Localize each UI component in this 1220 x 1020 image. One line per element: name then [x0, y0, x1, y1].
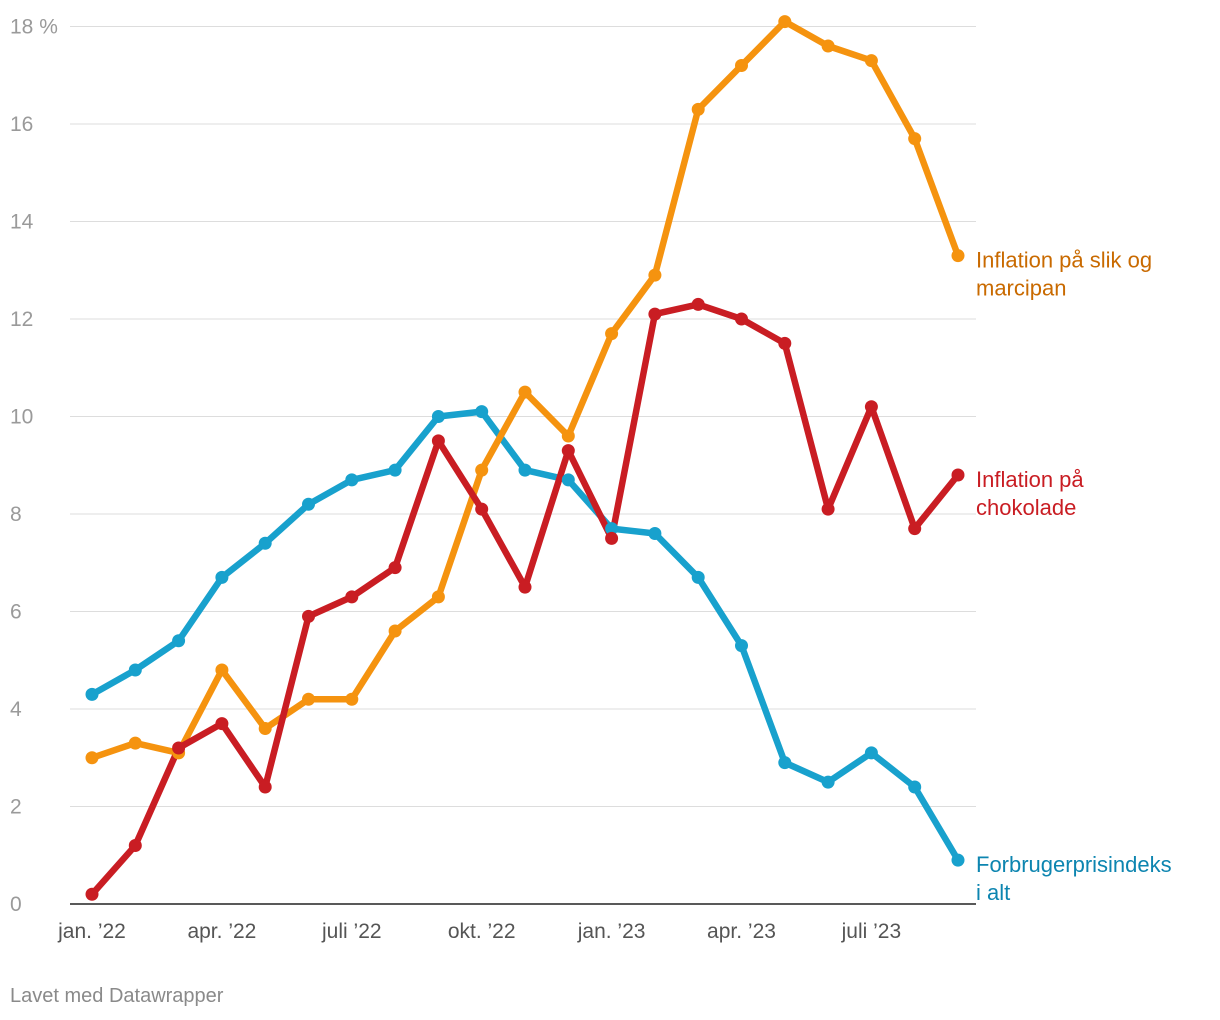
data-point — [431, 410, 445, 423]
series-points — [85, 15, 965, 901]
data-point — [302, 609, 315, 623]
data-point — [85, 887, 99, 901]
data-point — [475, 502, 489, 516]
x-tick-label: juli ’22 — [321, 920, 382, 943]
y-tick-label: 8 — [10, 503, 22, 526]
data-point — [778, 336, 792, 350]
x-tick-label: jan. ’22 — [57, 920, 126, 943]
data-point — [431, 590, 445, 604]
y-tick-label: 4 — [10, 698, 22, 721]
data-point — [172, 741, 186, 755]
x-tick-label: apr. ’22 — [187, 920, 256, 943]
series-label: chokolade — [976, 495, 1076, 520]
data-point — [605, 531, 619, 545]
data-point — [778, 15, 792, 29]
data-point — [128, 663, 142, 677]
series-label: Inflation på — [976, 467, 1084, 492]
data-point — [951, 249, 965, 263]
y-tick-label: 10 — [10, 406, 33, 429]
gridlines — [70, 26, 976, 905]
data-point — [648, 268, 662, 282]
data-point — [345, 590, 359, 604]
x-tick-label: jan. ’23 — [577, 920, 646, 943]
data-point — [691, 297, 705, 311]
data-point — [691, 102, 705, 116]
data-point — [128, 736, 142, 750]
data-point — [388, 624, 402, 638]
data-point — [215, 570, 229, 584]
x-tick-label: apr. ’23 — [707, 920, 776, 943]
credit-text: Lavet med Datawrapper — [10, 985, 224, 1007]
y-tick-label: 2 — [10, 796, 22, 819]
data-point — [821, 39, 835, 53]
data-point — [735, 312, 748, 326]
data-point — [258, 722, 272, 735]
data-point — [864, 54, 878, 68]
data-point — [388, 463, 402, 477]
series-lines — [88, 18, 962, 898]
data-point — [561, 429, 575, 443]
x-tick-label: okt. ’22 — [448, 920, 516, 943]
data-point — [302, 692, 315, 706]
data-point — [908, 132, 922, 146]
data-point — [821, 502, 835, 516]
data-point — [518, 385, 532, 399]
data-point — [908, 522, 922, 536]
data-point — [864, 746, 878, 760]
data-point — [258, 536, 272, 550]
data-point — [648, 527, 662, 540]
y-tick-label: 14 — [10, 211, 34, 234]
data-point — [388, 561, 402, 575]
data-point — [735, 639, 748, 653]
series-labels: Forbrugerprisindeks i alt Inflation på sli… — [976, 248, 1172, 906]
data-point — [518, 580, 532, 594]
series-label: marcipan — [976, 276, 1066, 301]
series-label: i alt — [976, 880, 1010, 905]
data-point — [778, 756, 792, 770]
data-point — [908, 780, 922, 794]
data-point — [302, 497, 315, 511]
data-point — [605, 327, 619, 341]
data-point — [85, 687, 99, 701]
data-point — [172, 634, 186, 648]
data-point — [951, 853, 965, 867]
data-point — [215, 663, 229, 677]
y-axis-tick-labels: 0 2 4 6 8 10 12 14 16 18 % — [10, 16, 58, 917]
data-point — [128, 839, 142, 852]
data-point — [345, 692, 359, 706]
data-point — [691, 570, 705, 584]
data-point — [821, 775, 835, 789]
data-point — [258, 780, 272, 794]
y-tick-label: 18 % — [10, 16, 58, 39]
data-point — [475, 405, 489, 419]
y-tick-label: 12 — [10, 308, 33, 331]
data-point — [431, 434, 445, 448]
data-point — [951, 468, 965, 482]
data-point — [864, 400, 878, 414]
series-label: Inflation på slik og — [976, 248, 1152, 273]
data-point — [561, 473, 575, 487]
data-point — [735, 59, 748, 72]
series-line — [88, 408, 962, 864]
y-tick-label: 0 — [10, 893, 22, 916]
data-point — [345, 473, 359, 487]
data-point — [648, 307, 662, 321]
x-axis-tick-labels: jan. ’22 apr. ’22 juli ’22 okt. ’22 jan. ’23… — [57, 920, 901, 943]
data-point — [475, 463, 489, 477]
data-point — [561, 444, 575, 458]
data-point — [518, 463, 532, 477]
y-tick-label: 6 — [10, 601, 22, 624]
data-point — [85, 751, 99, 765]
x-tick-label: juli ’23 — [841, 920, 902, 943]
data-point — [605, 522, 619, 536]
series-label: Forbrugerprisindeks — [976, 852, 1172, 877]
data-point — [215, 717, 229, 731]
y-tick-label: 16 — [10, 113, 33, 136]
